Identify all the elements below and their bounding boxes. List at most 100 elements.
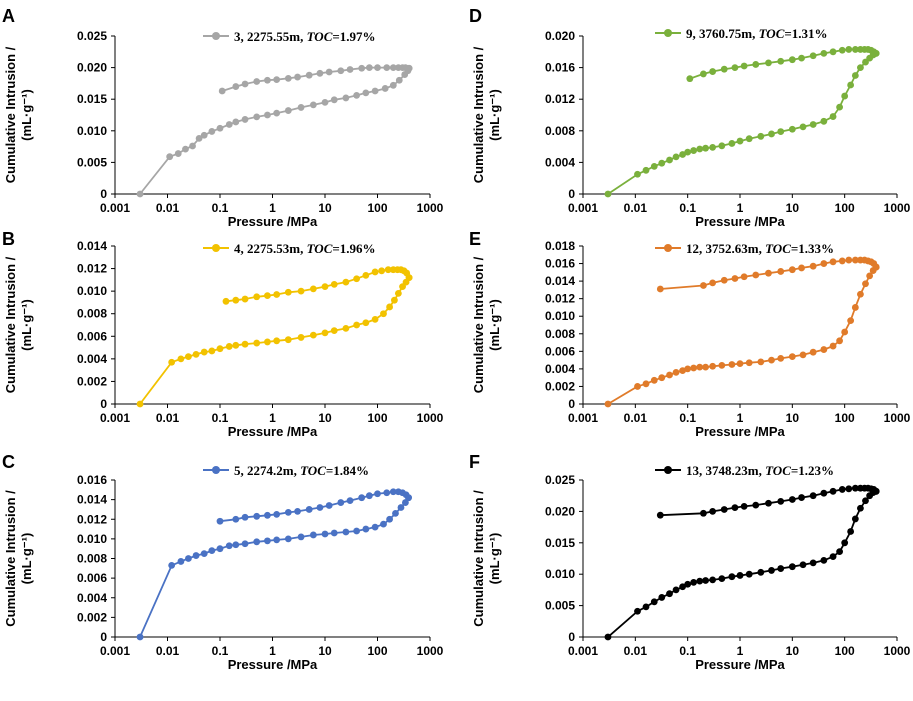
intrusion-point [851,515,859,523]
x-tick-label: 10 [318,201,332,215]
extrusion-point [820,49,828,57]
y-tick-label: 0.020 [545,504,575,518]
intrusion-point [177,355,185,363]
y-axis-title: Cumulative Intrusion / [471,46,486,183]
extrusion-point [383,489,391,497]
intrusion-point [777,128,785,135]
intrusion-point [709,143,717,151]
extrusion-point [264,292,271,300]
legend-label: 5, 2274.2m, TOC=1.84% [234,463,369,478]
panel-f: F 0 0.005 0.010 0.015 0.020 0.025 0.001 0.01 0.1 1… [469,452,911,672]
extrusion-point [709,279,717,287]
intrusion-point [330,327,338,335]
extrusion-point [362,271,370,279]
extrusion-point [305,506,313,513]
intrusion-point [395,76,403,84]
intrusion-point [841,92,849,100]
intrusion-point [168,358,176,366]
intrusion-point [284,535,292,543]
intrusion-point [690,578,698,586]
extrusion-point [788,56,796,64]
x-tick-label: 0.001 [568,411,598,425]
y-tick-label: 0.025 [77,29,107,43]
legend-marker [664,29,672,37]
y-tick-label: 0.006 [77,329,107,343]
intrusion-point [264,338,271,346]
intrusion-point [634,383,641,390]
extrusion-point [346,497,354,505]
intrusion-point [736,572,744,579]
intrusion-point [391,296,398,304]
y-tick-label: 0.020 [77,61,107,75]
extrusion-point [700,282,707,289]
intrusion-point [684,365,692,373]
extrusion-point [845,485,853,493]
y-tick-label: 0.014 [77,493,107,507]
extrusion-point [809,262,817,270]
intrusion-point [829,553,837,561]
intrusion-point [788,125,796,133]
intrusion-point [672,586,680,594]
intrusion-point [264,111,271,119]
intrusion-point [829,113,837,120]
intrusion-point [253,339,261,347]
x-axis-title: Pressure /MPa [228,424,318,439]
intrusion-point [736,137,744,145]
intrusion-point [684,148,692,156]
intrusion-point [650,162,658,170]
y-tick-label: 0.008 [77,307,107,321]
y-tick-label: 0 [568,187,575,201]
intrusion-point [809,559,817,567]
intrusion-point [166,153,174,161]
intrusion-point [650,376,658,384]
extrusion-point [365,492,373,500]
x-tick-label: 10 [318,411,332,425]
extrusion-point [321,283,329,291]
intrusion-point [386,515,393,523]
panel-letter: A [2,6,15,26]
extrusion-point [253,78,261,85]
x-axis-title: Pressure /MPa [695,657,785,672]
intrusion-line [607,490,877,638]
intrusion-point [232,118,240,126]
panel-b: B 0 0.002 0.004 0.006 0.008 0.010 0.012 0.014 0.0… [2,229,444,439]
intrusion-point [321,329,329,337]
y-tick-label: 0.004 [545,155,575,169]
intrusion-point [253,113,261,121]
x-tick-label: 0.1 [212,411,229,425]
extrusion-point [740,62,748,70]
intrusion-point [168,561,176,569]
intrusion-point [672,153,680,161]
intrusion-point [362,525,370,533]
intrusion-point [321,530,329,538]
legend-label-italic: TOC [307,29,333,44]
intrusion-point [392,509,399,517]
extrusion-point [358,64,366,72]
x-tick-label: 1 [269,411,276,425]
intrusion-point [745,135,753,143]
extrusion-point [273,510,281,518]
legend-label-main: 9, 3760.75m, [686,26,759,41]
extrusion-point [253,293,261,301]
extrusion-point [740,502,748,510]
extrusion-point [700,509,707,517]
intrusion-point [768,130,775,138]
y-axis-unit: (mL·g⁻¹) [487,89,502,141]
intrusion-point [799,561,807,569]
y-tick-label: 0 [100,630,107,644]
extrusion-point [378,267,386,275]
intrusion-point [696,577,704,585]
extrusion-point [346,66,354,73]
x-tick-label: 1 [737,411,744,425]
intrusion-point [371,315,379,323]
extrusion-point [857,46,864,53]
legend-label-main: 3, 2275.55m, [234,29,307,44]
legend: 12, 3752.63m, TOC=1.33% [655,241,834,256]
intrusion-point [836,337,843,345]
intrusion-point [857,290,864,298]
intrusion-point [371,87,379,95]
intrusion-point [208,347,216,355]
legend-label: 13, 3748.23m, TOC=1.23% [686,463,834,478]
intrusion-point [273,109,281,117]
